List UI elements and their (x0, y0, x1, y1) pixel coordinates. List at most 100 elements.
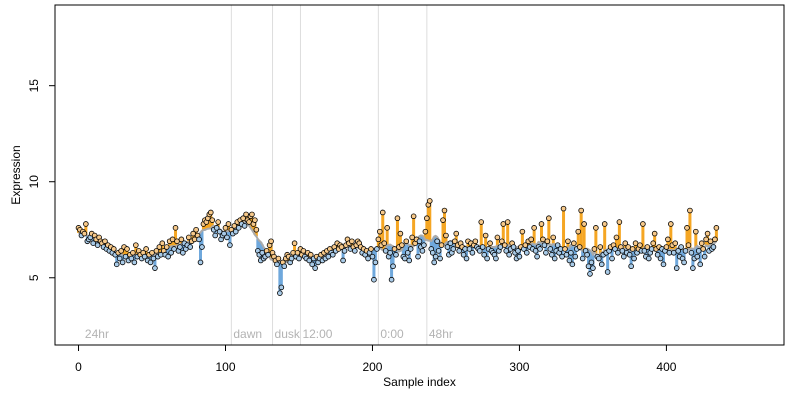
data-point (588, 259, 595, 266)
data-point (434, 238, 440, 245)
data-point (672, 240, 679, 246)
data-point (278, 284, 285, 291)
data-point (397, 230, 404, 237)
data-point (460, 251, 467, 258)
data-point (575, 228, 582, 235)
data-point (253, 226, 260, 233)
data-point (506, 251, 512, 258)
data-point (554, 242, 561, 248)
data-point (307, 251, 314, 258)
data-point (379, 209, 386, 216)
data-point (637, 242, 643, 248)
data-point (682, 248, 689, 254)
data-point (466, 246, 473, 252)
data-point (687, 207, 693, 214)
y-tick-label: 15 (27, 79, 41, 93)
data-point (565, 238, 571, 245)
data-point (341, 248, 348, 254)
data-point (528, 236, 535, 243)
data-point (249, 211, 255, 218)
data-point (650, 240, 656, 246)
x-tick-label: 200 (362, 360, 382, 374)
y-axis: 5 10 15 (27, 79, 56, 281)
data-point (275, 255, 282, 262)
data-point (209, 217, 216, 223)
data-point (609, 255, 615, 262)
data-point (130, 249, 136, 256)
data-point (352, 248, 358, 254)
data-point (469, 249, 476, 256)
data-point (419, 248, 426, 254)
data-point (546, 215, 552, 222)
data-point (571, 240, 577, 246)
data-point (187, 244, 194, 250)
phase-dividers (230, 5, 428, 345)
data-point (694, 253, 701, 260)
data-point (700, 246, 706, 252)
data-point (180, 249, 186, 256)
data-point (291, 240, 298, 246)
data-point (712, 236, 718, 243)
data-point (566, 257, 573, 264)
data-point (116, 255, 123, 262)
data-point (224, 234, 230, 241)
data-point (168, 249, 174, 256)
data-point (591, 246, 598, 252)
data-point (482, 232, 489, 239)
data-point (393, 251, 399, 258)
data-point (102, 238, 108, 245)
data-point (207, 209, 214, 216)
data-point (232, 228, 239, 235)
data-point (404, 249, 411, 256)
data-point (713, 225, 720, 231)
data-point (626, 251, 633, 258)
x-tick-label: 400 (656, 360, 676, 374)
data-point (451, 238, 458, 245)
data-point (441, 207, 448, 214)
data-point (665, 236, 671, 243)
data-point (587, 271, 593, 277)
data-point (537, 246, 543, 252)
data-point (83, 221, 89, 227)
data-point (690, 265, 696, 271)
data-point (685, 242, 692, 248)
data-point (698, 240, 705, 246)
data-point (225, 221, 232, 227)
data-point (548, 251, 555, 258)
data-point (493, 255, 499, 262)
data-point (604, 269, 611, 275)
data-point (153, 248, 160, 254)
data-point (622, 240, 629, 246)
data-point (531, 225, 537, 231)
data-point (252, 217, 258, 223)
phase-label: dusk (275, 327, 301, 341)
data-point (641, 248, 648, 254)
data-point (387, 249, 393, 256)
data-point (584, 251, 590, 258)
data-point (172, 225, 179, 231)
data-point (431, 259, 437, 266)
data-point (372, 259, 379, 266)
phase-label: 12:00 (302, 327, 332, 341)
data-point (156, 244, 163, 250)
data-point (541, 242, 548, 248)
data-point (569, 261, 576, 268)
data-point (463, 255, 470, 262)
data-point (165, 253, 171, 260)
data-point (399, 242, 405, 248)
phase-label: dawn (233, 327, 262, 341)
data-point (381, 240, 388, 246)
phase-label: 24hr (85, 327, 109, 341)
y-tick-label: 10 (27, 175, 41, 189)
data-point (193, 226, 199, 233)
data-point (504, 219, 511, 225)
data-point (390, 263, 396, 270)
data-point (515, 248, 521, 254)
data-point (312, 265, 318, 271)
data-point (593, 225, 599, 231)
data-point (185, 234, 192, 241)
data-point (422, 228, 429, 235)
data-point (235, 225, 242, 231)
data-point (147, 259, 154, 266)
